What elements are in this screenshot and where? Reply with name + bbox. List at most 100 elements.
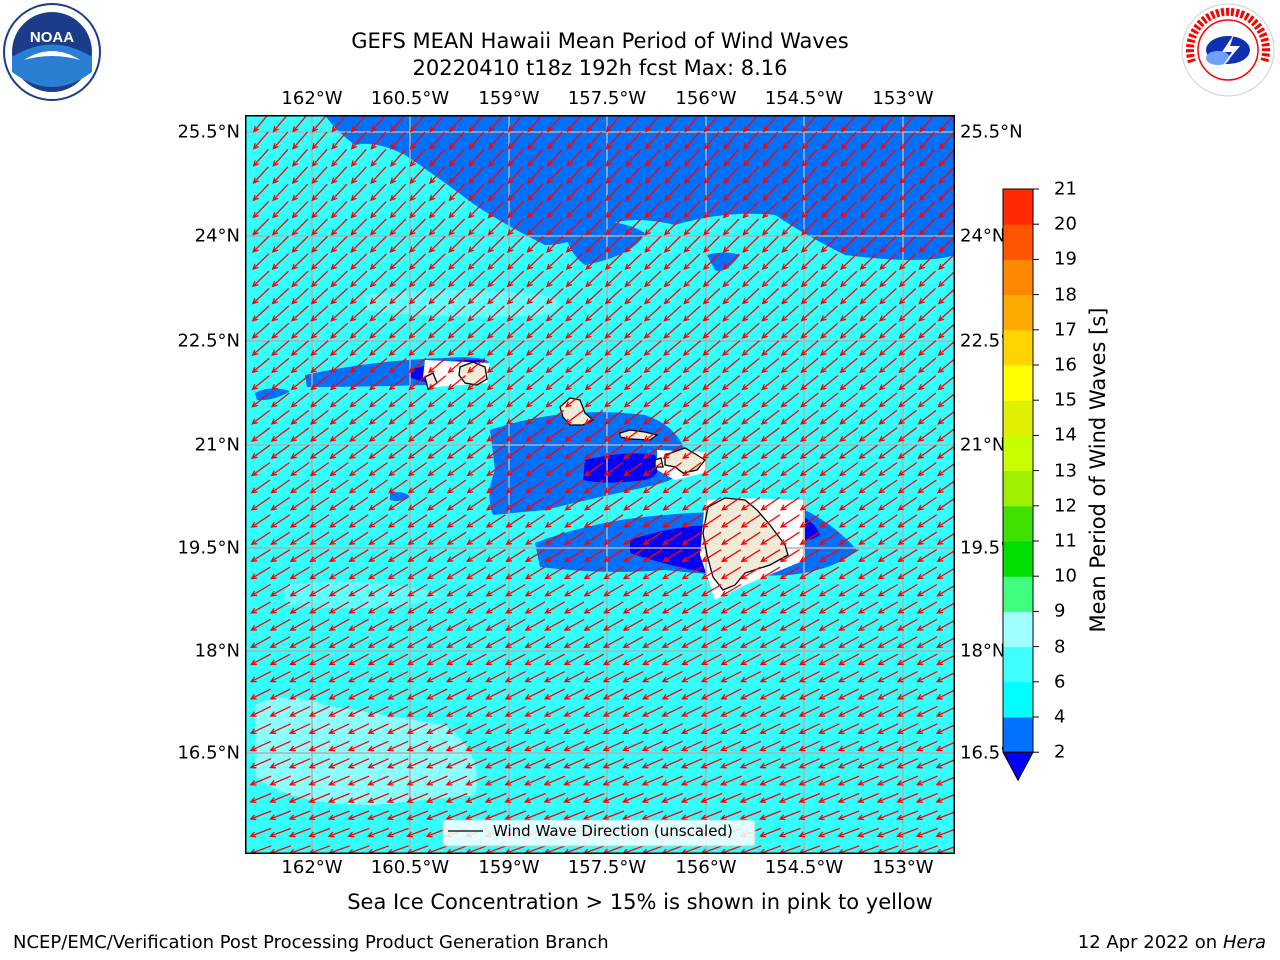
wind-wave-arrow (368, 427, 388, 442)
wind-wave-arrow (583, 618, 605, 631)
wind-wave-arrow (546, 183, 563, 202)
wind-wave-arrow (897, 427, 917, 442)
wind-wave-arrow (682, 357, 702, 374)
wind-wave-arrow (740, 549, 761, 563)
wind-wave-arrow (270, 409, 290, 425)
wind-wave-arrow (680, 758, 703, 769)
wind-wave-arrow (563, 583, 585, 597)
wind-wave-arrow (527, 115, 543, 133)
wind-wave-arrow (387, 653, 409, 666)
wind-wave-arrow (642, 514, 663, 528)
wind-wave-arrow (447, 322, 466, 339)
wind-wave-arrow (544, 601, 565, 614)
wind-wave-arrow (407, 409, 427, 425)
wind-wave-arrow (388, 375, 408, 391)
wind-wave-arrow (820, 322, 839, 339)
wind-wave-arrow (641, 810, 664, 821)
wind-wave-arrow (367, 792, 390, 803)
wind-wave-arrow (367, 688, 389, 700)
wind-wave-arrow (269, 671, 291, 683)
wind-wave-arrow (388, 305, 407, 322)
wind-wave-arrow (546, 201, 564, 219)
wind-wave-arrow (936, 497, 955, 511)
wind-wave-arrow (664, 148, 681, 167)
wind-wave-arrow (781, 288, 799, 305)
wind-wave-arrow (837, 758, 860, 769)
wind-wave-arrow (486, 409, 506, 425)
wind-wave-arrow (309, 409, 329, 425)
wind-wave-arrow (368, 549, 389, 563)
wind-wave-arrow (897, 601, 918, 614)
wind-wave-arrow (917, 444, 937, 460)
wind-wave-arrow (527, 166, 544, 185)
wind-wave-arrow (525, 340, 545, 357)
wind-wave-arrow (409, 201, 426, 219)
wind-wave-arrow (409, 148, 426, 167)
wind-wave-arrow (799, 479, 820, 494)
wind-wave-arrow (703, 201, 720, 219)
wind-wave-arrow (525, 462, 545, 477)
wind-wave-arrow (447, 270, 466, 288)
wind-wave-arrow (644, 183, 661, 202)
wind-wave-arrow (505, 549, 526, 563)
wind-wave-arrow (642, 618, 663, 631)
colorbar-tick-label: 8 (1054, 636, 1066, 658)
wind-wave-arrow (721, 462, 741, 477)
wind-wave-arrow (447, 357, 466, 374)
wind-wave-arrow (662, 462, 682, 477)
wind-wave-arrow (389, 253, 407, 270)
wind-wave-arrow (603, 462, 624, 477)
wind-wave-arrow (465, 723, 487, 734)
wind-wave-arrow (683, 201, 701, 219)
wind-wave-arrow (328, 583, 350, 597)
wind-wave-arrow (367, 775, 389, 786)
wind-wave-arrow (761, 288, 780, 305)
wind-wave-arrow (857, 705, 879, 717)
wind-wave-arrow (621, 775, 644, 786)
wind-wave-arrow (350, 115, 367, 133)
axis-tick-label: 160.5°W (370, 88, 450, 109)
wind-wave-arrow (700, 653, 722, 666)
wind-wave-arrow (308, 723, 331, 734)
wind-wave-arrow (331, 115, 347, 133)
wind-wave-arrow (722, 288, 740, 305)
wind-wave-arrow (719, 775, 742, 786)
wind-wave-arrow (368, 462, 388, 477)
wind-wave-arrow (760, 496, 781, 511)
wind-wave-arrow (310, 375, 329, 391)
wind-wave-arrow (252, 183, 269, 202)
wind-wave-arrow (661, 705, 683, 717)
wind-wave-arrow (485, 514, 506, 528)
wind-wave-arrow (839, 375, 858, 391)
wind-wave-arrow (703, 166, 720, 185)
wind-wave-arrow (406, 705, 428, 717)
wind-wave-arrow (584, 427, 604, 442)
wind-wave-arrow (524, 723, 546, 734)
wind-wave-arrow (347, 827, 370, 838)
wind-wave-arrow (331, 148, 348, 167)
wind-wave-arrow (876, 827, 899, 838)
wind-wave-arrow (780, 479, 800, 494)
wind-wave-arrow (701, 549, 722, 563)
wind-wave-arrow (290, 305, 309, 322)
wind-wave-arrow (289, 671, 311, 683)
wind-wave-arrow (662, 496, 683, 511)
wind-wave-arrow (624, 218, 642, 236)
wind-wave-arrow (779, 618, 801, 631)
wind-wave-arrow (349, 375, 368, 391)
wind-wave-arrow (664, 166, 681, 185)
wind-wave-arrow (387, 671, 409, 683)
wind-wave-arrow (800, 288, 819, 305)
wind-wave-arrow (858, 409, 878, 425)
wind-wave-arrow (740, 479, 761, 494)
wind-wave-arrow (545, 288, 564, 305)
wind-wave-arrow (486, 444, 506, 460)
wind-wave-arrow (622, 723, 644, 734)
wind-wave-arrow (680, 705, 703, 717)
wind-wave-arrow (839, 305, 858, 322)
wind-wave-arrow (937, 322, 955, 339)
wind-wave-arrow (543, 740, 566, 752)
wind-wave-arrow (857, 618, 879, 631)
wind-wave-arrow (347, 723, 370, 734)
wind-wave-arrow (565, 340, 584, 357)
